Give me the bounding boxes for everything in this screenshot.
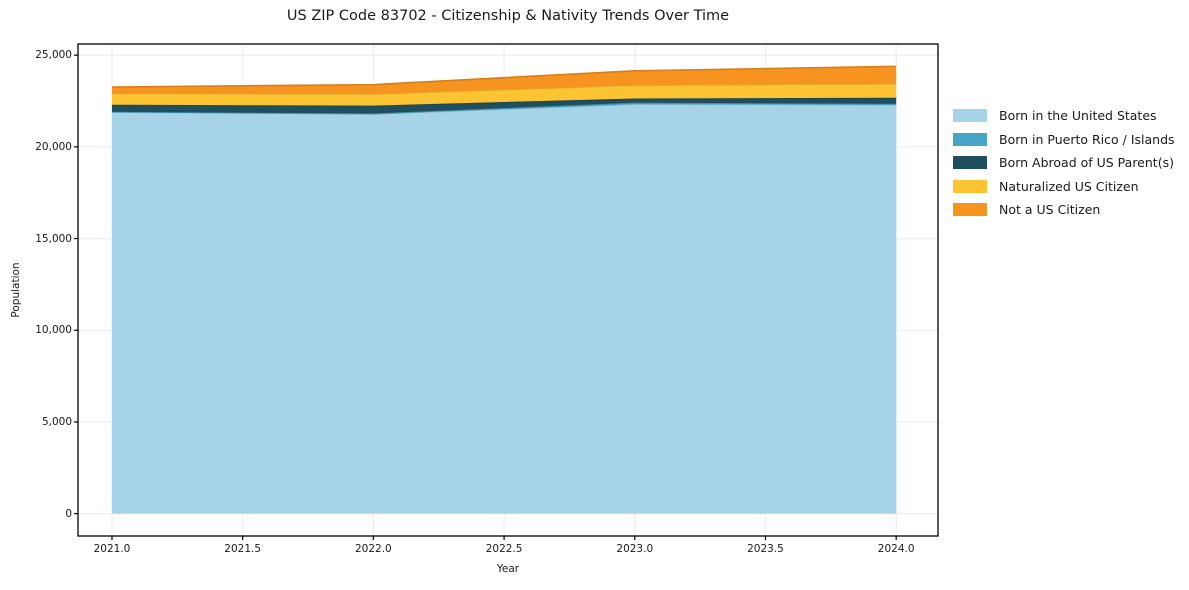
- area-band-top-edge-5: [111, 65, 897, 88]
- chart-title: US ZIP Code 83702 - Citizenship & Nativi…: [286, 8, 730, 24]
- legend-swatch: [953, 109, 987, 123]
- legend-swatch: [953, 203, 987, 217]
- legend-swatch: [953, 179, 987, 193]
- legend-swatch: [953, 156, 987, 170]
- x-tick-label: 2022.5: [485, 543, 523, 555]
- y-tick-label: 0: [65, 507, 72, 520]
- legend-item: Born Abroad of US Parent(s): [953, 151, 1175, 175]
- area-band-4: [111, 83, 897, 106]
- x-tick-label: 2021.5: [224, 543, 262, 555]
- legend-item: Naturalized US Citizen: [953, 175, 1175, 199]
- y-tick-label: 15,000: [35, 232, 72, 245]
- area-band-1: [111, 104, 897, 514]
- plot-border: [77, 43, 939, 537]
- legend-label: Born Abroad of US Parent(s): [999, 155, 1174, 171]
- legend-label: Not a US Citizen: [999, 202, 1101, 218]
- y-axis-label: Population: [10, 262, 22, 318]
- legend-item: Born in the United States: [953, 104, 1175, 128]
- y-tick-label: 25,000: [35, 49, 72, 62]
- legend-label: Born in Puerto Rico / Islands: [999, 131, 1175, 147]
- y-tick-label: 20,000: [35, 140, 72, 153]
- x-tick-label: 2022.0: [355, 543, 392, 555]
- y-tick-label: 10,000: [35, 324, 72, 337]
- area-band-3: [111, 97, 897, 114]
- x-tick-label: 2023.5: [747, 543, 784, 555]
- legend-label: Born in the United States: [999, 108, 1157, 124]
- area-band-5: [111, 66, 897, 94]
- area-band-top-edge-4: [111, 82, 897, 95]
- x-tick-label: 2021.0: [93, 543, 131, 555]
- x-axis-label: Year: [496, 563, 520, 575]
- legend: Born in the United States Born in Puerto …: [953, 104, 1175, 222]
- legend-label: Naturalized US Citizen: [999, 178, 1139, 194]
- x-tick-label: 2023.0: [616, 543, 654, 555]
- legend-swatch: [953, 132, 987, 146]
- y-tick-label: 5,000: [41, 415, 72, 428]
- x-tick-label: 2024.0: [877, 543, 915, 555]
- legend-item: Born in Puerto Rico / Islands: [953, 128, 1175, 152]
- legend-item: Not a US Citizen: [953, 198, 1175, 222]
